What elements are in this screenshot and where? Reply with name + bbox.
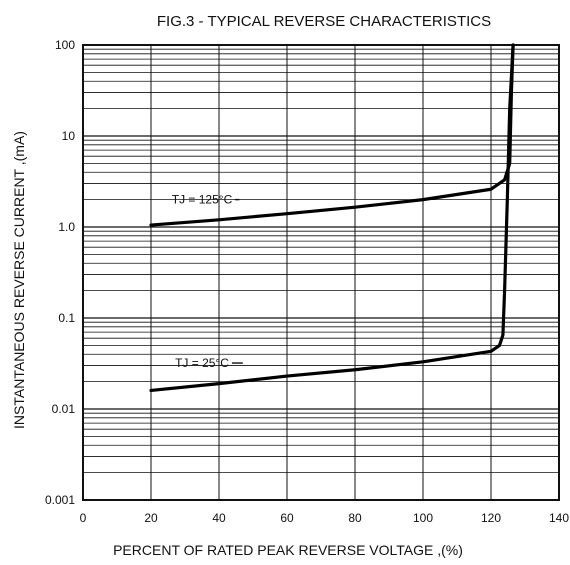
annotation-label-0: TJ = 125°C — [172, 193, 233, 207]
x-tick-label: 100 — [413, 511, 433, 525]
y-axis-ticks: 0.001 0.01 0.1 1.0 10 100 — [45, 38, 75, 507]
annotation-label-1: TJ = 25°C — [175, 356, 229, 370]
x-tick-label: 0 — [80, 511, 87, 525]
plot-frame — [82, 44, 560, 501]
y-tick-label: 100 — [55, 38, 75, 52]
x-axis-ticks: 0 20 40 60 80 100 120 140 — [80, 511, 570, 525]
x-tick-label: 120 — [481, 511, 501, 525]
x-tick-label: 140 — [549, 511, 569, 525]
x-tick-label: 80 — [348, 511, 362, 525]
y-tick-label: 10 — [62, 129, 76, 143]
chart-title: FIG.3 - TYPICAL REVERSE CHARACTERISTICS — [157, 13, 491, 30]
annotation-group: TJ = 125°C TJ = 25°C — [172, 193, 243, 370]
x-tick-label: 20 — [144, 511, 158, 525]
grid — [83, 45, 559, 501]
x-tick-label: 40 — [212, 511, 226, 525]
y-axis-title: INSTANTANEOUS REVERSE CURRENT ,(mA) — [11, 131, 27, 429]
x-tick-label: 60 — [280, 511, 294, 525]
series-group — [149, 43, 515, 393]
y-tick-label: 0.001 — [45, 493, 75, 507]
y-tick-label: 1.0 — [58, 220, 75, 234]
series-line-1 — [149, 43, 515, 393]
y-tick-label: 0.1 — [58, 311, 75, 325]
x-axis-title: PERCENT OF RATED PEAK REVERSE VOLTAGE ,(… — [113, 542, 463, 558]
y-tick-label: 0.01 — [52, 402, 76, 416]
